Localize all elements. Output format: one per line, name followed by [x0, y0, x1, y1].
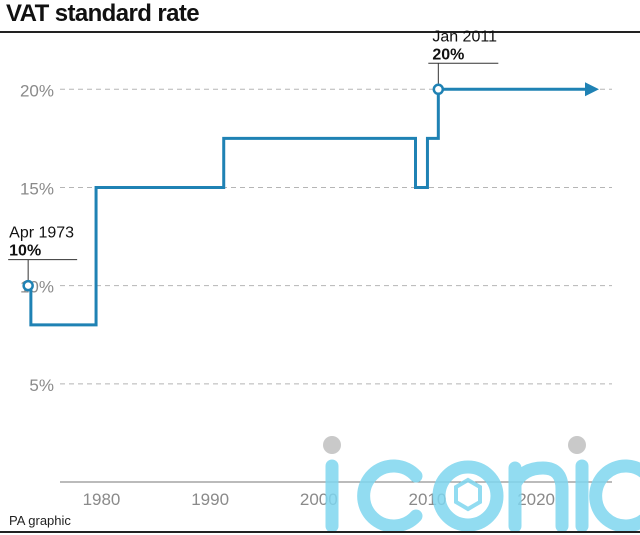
annotation-label: Apr 1973	[9, 225, 74, 242]
title-divider	[0, 31, 640, 33]
annotation-value: 20%	[432, 46, 464, 63]
x-tick-label: 1990	[191, 490, 229, 509]
chart-title: VAT standard rate	[6, 0, 200, 27]
y-tick-label: 15%	[20, 179, 54, 198]
annotation-value: 10%	[9, 243, 41, 260]
annotation-label: Jan 2011	[432, 28, 497, 45]
annotation-marker	[432, 83, 445, 96]
source-credit: PA graphic	[9, 513, 71, 528]
x-tick-label: 1980	[83, 490, 121, 509]
series-arrowhead	[585, 82, 599, 97]
x-tick-label: 2000	[300, 490, 338, 509]
x-tick-label: 2020	[517, 490, 555, 509]
series-line	[28, 87, 585, 327]
y-tick-label: 5%	[29, 376, 54, 395]
x-tick-label: 2010	[409, 490, 447, 509]
y-tick-label: 20%	[20, 81, 54, 100]
annotation-marker	[22, 279, 34, 292]
footer-divider	[0, 531, 640, 533]
